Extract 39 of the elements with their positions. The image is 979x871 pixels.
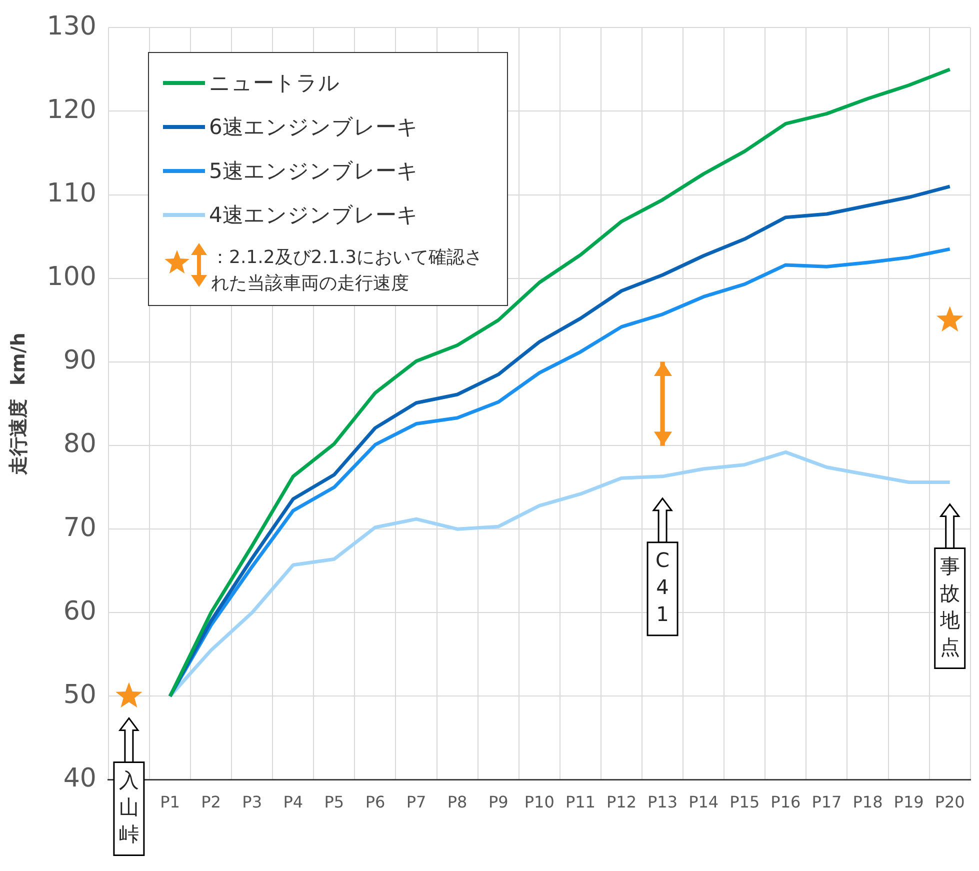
y-tick-label: 80 [63,429,96,460]
legend-label: 5速エンジンブレーキ [209,158,418,185]
x-tick-label: P7 [406,792,426,812]
x-tick-label: P4 [283,792,304,812]
y-tick-label: 90 [63,346,96,376]
x-tick-label: P18 [852,792,883,812]
y-tick-label: 130 [46,11,96,42]
x-tick-label: P14 [688,792,719,812]
x-tick-label: P17 [812,792,842,812]
annotation: 事故地点 [938,554,960,659]
y-tick-label: 40 [63,764,96,794]
x-tick-label: P15 [730,792,760,812]
x-tick-label: P19 [894,792,924,812]
legend-label: ：2.1.2及び2.1.3において確認された当該車両の走行速度 [211,246,484,296]
x-tick-label: P20 [934,792,965,812]
y-axis-title: 走行速度 km/h [7,332,30,476]
x-tick-label: P13 [648,792,678,812]
y-tick-label: 110 [46,178,96,209]
x-tick-label: P11 [565,792,596,812]
legend-label: ニュートラル [209,70,340,97]
y-tick-label: 70 [63,512,96,543]
annotation: C41 [656,548,670,626]
x-tick-label: P12 [606,792,636,812]
x-tick-label: P2 [201,792,221,812]
annotation: 入山峠 [118,768,139,846]
x-tick-label: P3 [242,792,262,812]
x-tick-label: P1 [160,792,180,812]
y-tick-label: 120 [46,94,96,125]
x-tick-label: P8 [447,792,468,812]
y-tick-label: 100 [46,262,96,292]
x-tick-label: P9 [488,792,508,812]
x-tick-label: P16 [770,792,801,812]
y-tick-label: 50 [63,680,96,710]
x-tick-label: P5 [324,792,344,812]
x-tick-label: P6 [365,792,386,812]
legend-label: 4速エンジンブレーキ [209,202,418,229]
legend-label: 6速エンジンブレーキ [209,114,418,141]
y-tick-label: 60 [63,596,96,626]
x-tick-label: P10 [524,792,554,812]
